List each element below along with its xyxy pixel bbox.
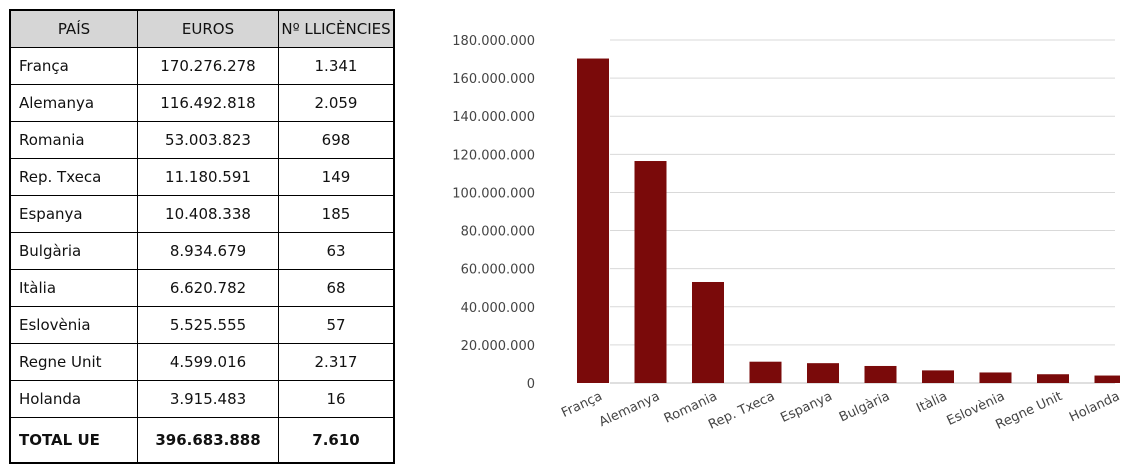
y-tick-label: 120.000.000 bbox=[452, 148, 535, 163]
x-tick-label: Espanya bbox=[778, 389, 834, 426]
table-row: Espanya 10.408.338 185 bbox=[9, 195, 395, 233]
y-tick-label: 100.000.000 bbox=[452, 186, 535, 201]
cell-licenses: 1.341 bbox=[278, 47, 395, 85]
cell-licenses: 63 bbox=[278, 232, 395, 270]
x-tick-label: Holanda bbox=[1067, 389, 1120, 425]
bar bbox=[864, 365, 897, 383]
bar bbox=[1094, 375, 1120, 383]
cell-country: Itàlia bbox=[9, 269, 138, 307]
data-table: PAÍS EUROS Nº LLICÈNCIES França 170.276.2… bbox=[9, 9, 395, 464]
cell-euros: 53.003.823 bbox=[137, 121, 279, 159]
cell-country: Rep. Txeca bbox=[9, 158, 138, 196]
x-tick-label: Bulgària bbox=[837, 389, 892, 425]
cell-euros: 4.599.016 bbox=[137, 343, 279, 381]
cell-licenses: 698 bbox=[278, 121, 395, 159]
bar bbox=[634, 161, 667, 383]
y-tick-label: 0 bbox=[527, 377, 535, 392]
table-row: Itàlia 6.620.782 68 bbox=[9, 269, 395, 307]
x-tick-label: Regne Unit bbox=[994, 389, 1065, 433]
x-tick-label: Rep. Txeca bbox=[706, 389, 777, 433]
x-tick-label: Itàlia bbox=[914, 389, 949, 416]
y-tick-label: 80.000.000 bbox=[461, 225, 535, 240]
bar bbox=[749, 361, 782, 383]
table-row: Alemanya 116.492.818 2.059 bbox=[9, 84, 395, 122]
table-row: França 170.276.278 1.341 bbox=[9, 47, 395, 85]
table-row: Rep. Txeca 11.180.591 149 bbox=[9, 158, 395, 196]
cell-euros: 3.915.483 bbox=[137, 380, 279, 418]
table-row: Bulgària 8.934.679 63 bbox=[9, 232, 395, 270]
cell-euros: 11.180.591 bbox=[137, 158, 279, 196]
cell-country: Espanya bbox=[9, 195, 138, 233]
bar bbox=[807, 363, 839, 383]
header-country: PAÍS bbox=[9, 9, 138, 48]
cell-country: França bbox=[9, 47, 138, 85]
y-tick-label: 180.000.000 bbox=[452, 34, 535, 49]
bar bbox=[979, 372, 1012, 383]
cell-euros: 10.408.338 bbox=[137, 195, 279, 233]
cell-country: Eslovènia bbox=[9, 306, 138, 344]
cell-country: Romania bbox=[9, 121, 138, 159]
bar bbox=[692, 281, 724, 383]
cell-licenses: 149 bbox=[278, 158, 395, 196]
y-tick-label: 40.000.000 bbox=[461, 301, 535, 316]
total-label: TOTAL UE bbox=[9, 417, 138, 464]
bar-chart: 0 20.000.000 40.000.000 60.000.000 80.000.00… bbox=[452, 34, 1120, 433]
y-tick-label: 20.000.000 bbox=[461, 339, 535, 354]
cell-euros: 116.492.818 bbox=[137, 84, 279, 122]
cell-euros: 5.525.555 bbox=[137, 306, 279, 344]
cell-country: Bulgària bbox=[9, 232, 138, 270]
cell-country: Regne Unit bbox=[9, 343, 138, 381]
bar bbox=[577, 58, 609, 384]
table-row: Eslovènia 5.525.555 57 bbox=[9, 306, 395, 344]
y-tick-label: 60.000.000 bbox=[461, 263, 535, 278]
cell-licenses: 16 bbox=[278, 380, 395, 418]
y-tick-label: 140.000.000 bbox=[452, 110, 535, 125]
cell-euros: 6.620.782 bbox=[137, 269, 279, 307]
cell-country: Alemanya bbox=[9, 84, 138, 122]
total-licenses: 7.610 bbox=[278, 417, 395, 464]
table-row: Regne Unit 4.599.016 2.317 bbox=[9, 343, 395, 381]
header-euros: EUROS bbox=[137, 9, 279, 48]
table-row: Holanda 3.915.483 16 bbox=[9, 380, 395, 418]
cell-euros: 170.276.278 bbox=[137, 47, 279, 85]
cell-licenses: 2.059 bbox=[278, 84, 395, 122]
y-tick-label: 160.000.000 bbox=[452, 72, 535, 87]
bar bbox=[1037, 374, 1069, 383]
table-body: França 170.276.278 1.341 Alemanya 116.492.81… bbox=[9, 47, 395, 464]
total-row: TOTAL UE 396.683.888 7.610 bbox=[9, 417, 395, 464]
header-licenses: Nº LLICÈNCIES bbox=[278, 9, 395, 48]
x-tick-label: Alemanya bbox=[597, 389, 662, 430]
cell-licenses: 2.317 bbox=[278, 343, 395, 381]
cell-euros: 8.934.679 bbox=[137, 232, 279, 270]
data-table-container: PAÍS EUROS Nº LLICÈNCIES França 170.276.2… bbox=[9, 9, 395, 464]
cell-licenses: 68 bbox=[278, 269, 395, 307]
cell-licenses: 57 bbox=[278, 306, 395, 344]
table-header-row: PAÍS EUROS Nº LLICÈNCIES bbox=[9, 9, 395, 48]
cell-licenses: 185 bbox=[278, 195, 395, 233]
cell-country: Holanda bbox=[9, 380, 138, 418]
table-row: Romania 53.003.823 698 bbox=[9, 121, 395, 159]
bar bbox=[922, 370, 954, 383]
total-euros: 396.683.888 bbox=[137, 417, 279, 464]
